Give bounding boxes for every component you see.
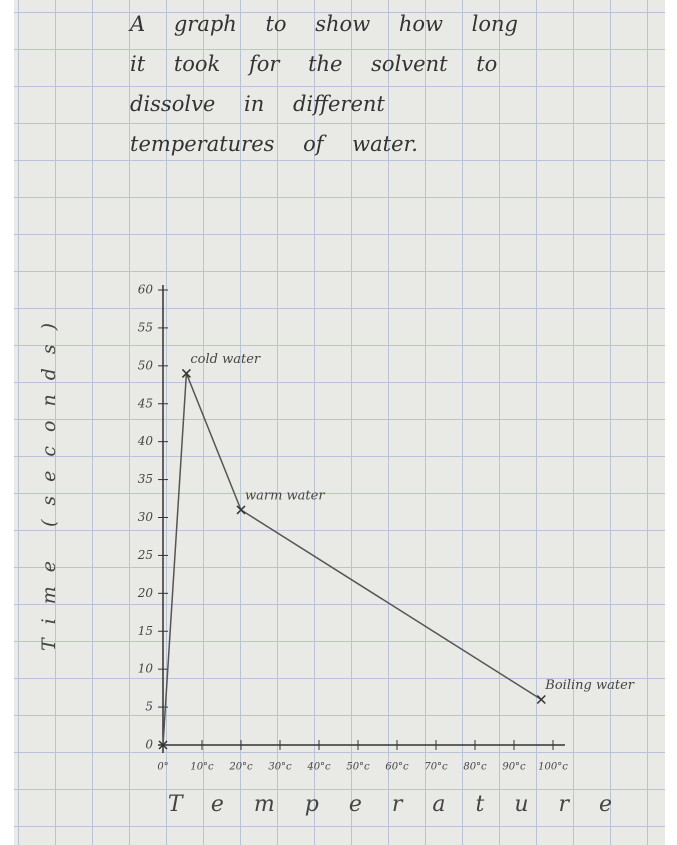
y-tick-label: 20 — [137, 586, 154, 600]
point-marker — [237, 506, 245, 514]
point-label: cold water — [190, 352, 261, 367]
y-tick-label: 60 — [138, 283, 154, 297]
point-marker — [537, 696, 545, 704]
chart: Time (seconds) Temperature 0 5 10 15 20 25 30 3… — [0, 0, 677, 845]
page: A graph to show how long it took for the… — [0, 0, 677, 845]
point-label: warm water — [245, 488, 325, 503]
y-axis-label: Time (seconds) — [38, 309, 60, 651]
x-tick-label: 60°c — [385, 762, 409, 773]
y-tick-label: 45 — [137, 396, 153, 410]
y-tick-label: 30 — [138, 510, 154, 524]
x-tick-label: 80°c — [463, 762, 487, 773]
y-tick-label: 55 — [138, 320, 153, 334]
x-tick-label: 50°c — [346, 762, 370, 773]
line — [163, 373, 541, 745]
x-tick-label: 90°c — [502, 762, 526, 773]
y-tick-label: 15 — [138, 624, 153, 638]
y-tick-label: 5 — [145, 700, 153, 714]
point-label: Boiling water — [544, 678, 634, 693]
x-tick-label: 40°c — [306, 762, 331, 773]
x-tick-label: 100°c — [538, 762, 568, 773]
y-tick-label: 25 — [137, 548, 153, 562]
x-tick-label: 20°c — [228, 762, 253, 773]
x-tick-label: 70°c — [424, 762, 448, 773]
x-tick-label: 0° — [157, 762, 168, 773]
y-tick-label: 40 — [137, 434, 154, 448]
y-tick-label: 10 — [138, 662, 154, 676]
y-tick-label: 50 — [138, 358, 154, 372]
x-tick-label: 10°c — [190, 762, 214, 773]
y-tick-label: 0 — [145, 738, 153, 752]
x-axis-label: Temperature — [168, 792, 642, 817]
y-tick-label: 35 — [138, 472, 153, 486]
x-tick-label: 30°c — [268, 762, 292, 773]
